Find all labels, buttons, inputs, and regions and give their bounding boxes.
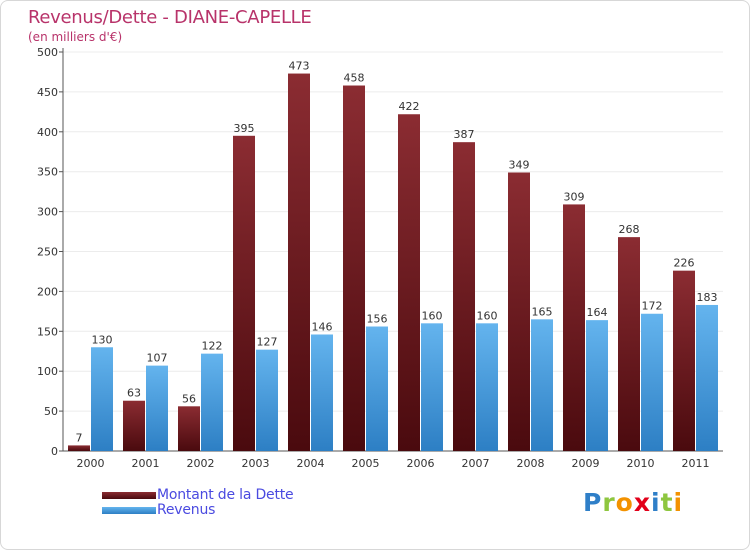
bar-debt-2001 xyxy=(123,400,145,451)
bar-debt-2002 xyxy=(178,406,200,451)
bar-debt-2003 xyxy=(233,135,255,452)
x-tick-label-2009: 2009 xyxy=(572,457,600,470)
data-label-debt-2008: 349 xyxy=(509,158,530,171)
data-label-revenue-2004: 146 xyxy=(312,320,333,333)
data-label-revenue-2008: 165 xyxy=(532,305,553,318)
data-label-revenue-2003: 127 xyxy=(257,336,278,349)
y-tick-label-350: 350 xyxy=(37,166,58,179)
data-label-debt-2002: 56 xyxy=(182,392,196,405)
legend-label-debt: Montant de la Dette xyxy=(157,487,294,503)
bar-revenue-2009 xyxy=(586,320,608,451)
bar-revenue-2007 xyxy=(476,323,498,451)
data-label-debt-2000: 7 xyxy=(76,431,83,444)
x-tick-label-2005: 2005 xyxy=(352,457,380,470)
bar-revenue-2010 xyxy=(641,313,663,451)
logo-letter-1: r xyxy=(602,488,616,517)
x-tick-label-2001: 2001 xyxy=(132,457,160,470)
logo-letter-6: i xyxy=(673,488,684,517)
bar-debt-2000 xyxy=(68,445,90,451)
proxiti-logo: Proxiti xyxy=(583,488,683,517)
logo-letter-4: i xyxy=(651,488,661,517)
data-label-debt-2010: 268 xyxy=(619,223,640,236)
y-tick-label-200: 200 xyxy=(37,285,58,298)
y-tick-label-0: 0 xyxy=(51,445,58,458)
data-label-revenue-2006: 160 xyxy=(422,309,443,322)
data-label-revenue-2010: 172 xyxy=(642,300,663,313)
logo-letter-0: P xyxy=(583,488,603,517)
x-tick-label-2002: 2002 xyxy=(187,457,215,470)
x-tick-label-2010: 2010 xyxy=(627,457,655,470)
logo-letter-3: x xyxy=(633,488,651,517)
bar-revenue-2006 xyxy=(421,323,443,451)
x-tick-label-2007: 2007 xyxy=(462,457,490,470)
y-tick-label-100: 100 xyxy=(37,365,58,378)
bar-revenue-2005 xyxy=(366,326,388,451)
data-label-debt-2001: 63 xyxy=(127,387,141,400)
legend-swatch-revenue xyxy=(102,506,156,514)
bar-debt-2009 xyxy=(563,204,585,451)
y-tick-label-400: 400 xyxy=(37,126,58,139)
x-tick-label-2011: 2011 xyxy=(682,457,710,470)
chart-title: Revenus/Dette - DIANE-CAPELLE xyxy=(28,7,312,28)
data-label-revenue-2011: 183 xyxy=(697,291,718,304)
bar-debt-2004 xyxy=(288,73,310,452)
legend-swatch-debt xyxy=(102,491,156,499)
bar-revenue-2000 xyxy=(91,347,113,451)
data-label-debt-2011: 226 xyxy=(674,257,695,270)
bar-debt-2006 xyxy=(398,114,420,451)
data-label-revenue-2002: 122 xyxy=(202,340,223,353)
data-label-debt-2005: 458 xyxy=(344,72,365,85)
data-label-debt-2006: 422 xyxy=(399,100,420,113)
data-label-debt-2007: 387 xyxy=(454,128,475,141)
bar-debt-2010 xyxy=(618,237,640,451)
y-tick-label-450: 450 xyxy=(37,86,58,99)
legend-item-debt: Montant de la Dette xyxy=(102,487,294,503)
x-tick-label-2004: 2004 xyxy=(297,457,325,470)
data-label-debt-2009: 309 xyxy=(564,190,585,203)
x-tick-label-2008: 2008 xyxy=(517,457,545,470)
data-label-debt-2003: 395 xyxy=(234,122,255,135)
bar-revenue-2002 xyxy=(201,353,223,451)
bar-revenue-2003 xyxy=(256,349,278,451)
bar-revenue-2001 xyxy=(146,365,168,451)
y-tick-label-300: 300 xyxy=(37,206,58,219)
data-label-revenue-2009: 164 xyxy=(587,306,608,319)
bar-debt-2007 xyxy=(453,142,475,451)
data-label-revenue-2007: 160 xyxy=(477,309,498,322)
data-label-revenue-2005: 156 xyxy=(367,313,388,326)
bar-debt-2008 xyxy=(508,172,530,452)
bar-revenue-2011 xyxy=(696,304,718,451)
x-tick-label-2000: 2000 xyxy=(77,457,105,470)
legend-item-revenue: Revenus xyxy=(102,502,215,518)
data-label-debt-2004: 473 xyxy=(289,60,310,73)
x-tick-label-2006: 2006 xyxy=(407,457,435,470)
logo-letter-2: o xyxy=(615,488,634,517)
bar-debt-2011 xyxy=(673,270,695,451)
logo-letter-5: t xyxy=(660,488,674,517)
data-label-revenue-2001: 107 xyxy=(147,352,168,365)
x-tick-label-2003: 2003 xyxy=(242,457,270,470)
y-tick-label-150: 150 xyxy=(37,325,58,338)
bar-revenue-2004 xyxy=(311,334,333,451)
legend-label-revenue: Revenus xyxy=(157,502,216,518)
chart-subtitle: (en milliers d'€) xyxy=(28,30,123,44)
data-label-revenue-2000: 130 xyxy=(92,333,113,346)
bar-revenue-2008 xyxy=(531,319,553,451)
y-tick-label-500: 500 xyxy=(37,46,58,59)
y-tick-label-50: 50 xyxy=(44,405,58,418)
bar-debt-2005 xyxy=(343,85,365,452)
y-tick-label-250: 250 xyxy=(37,246,58,259)
